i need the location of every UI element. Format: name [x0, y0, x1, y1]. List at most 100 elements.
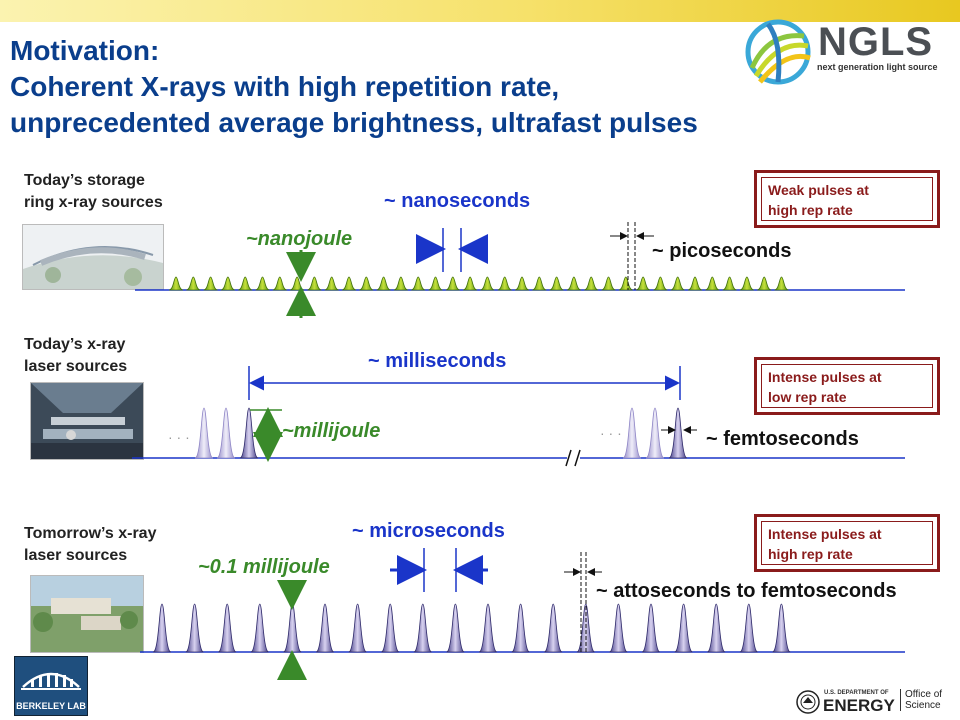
row2-spacing-label: ~ milliseconds [368, 350, 507, 372]
row3-pulse [348, 603, 367, 653]
row1-pulse [566, 276, 582, 291]
row1-pulse [376, 276, 391, 291]
title-line-1: Motivation: [10, 35, 160, 66]
row2-label: Today’s x-ray laser sources [24, 334, 127, 378]
row1-pulse [722, 276, 737, 291]
doe-energy-text: ENERGY [823, 696, 895, 715]
row1-pulse [272, 276, 287, 291]
callout2-line2: low rep rate [768, 389, 847, 405]
row1-pulses [168, 276, 789, 291]
row2-pulses [194, 407, 688, 459]
row3-pulse [446, 603, 465, 653]
row3-pulse [250, 603, 270, 653]
row3-energy-label: ~0.1 millijoule [198, 556, 330, 578]
row1-pulse [705, 276, 720, 291]
row1-pulse [618, 276, 633, 291]
slide-title: Motivation: Coherent X-rays with high re… [10, 33, 770, 141]
row2-duration-label: ~ femtoseconds [706, 428, 859, 450]
row3-pulse [283, 603, 302, 653]
row2-pulse [645, 407, 665, 459]
row1-pulse [168, 276, 184, 291]
berkeley-building-icon [21, 672, 81, 690]
row3-duration-label: ~ attoseconds to femtoseconds [596, 580, 897, 602]
berkeley-lab-name: BERKELEY LAB [16, 701, 86, 711]
row3-pulse [380, 603, 400, 653]
row1-duration-label: ~ picoseconds [652, 240, 792, 262]
row1-label: Today’s storage ring x-ray sources [24, 170, 163, 214]
callout3-line2: high rep rate [768, 546, 853, 562]
doe-office-line1: Office of [905, 689, 943, 700]
row1-pulse [601, 276, 616, 291]
row3-pulse [413, 603, 433, 653]
row1-label-line2: ring x-ray sources [24, 194, 163, 211]
top-gradient-bar [0, 0, 960, 22]
row3-pulse [185, 603, 204, 653]
row1-pulse [635, 276, 651, 291]
row2-label-line2: laser sources [24, 358, 128, 375]
row1-pulse [307, 276, 322, 291]
title-line-2: Coherent X-rays with high repetition rat… [10, 71, 560, 102]
row2-pulse [668, 407, 688, 459]
xray-laser-photo [30, 382, 144, 460]
row1-pulse [497, 276, 512, 291]
row3-pulse [478, 603, 498, 653]
row1-pulse [462, 276, 478, 291]
row3-pulse [152, 603, 172, 653]
logo-subtitle: next generation light source [817, 62, 938, 72]
row2-pulse [216, 407, 236, 459]
row1-pulse [687, 276, 703, 291]
callout-weak-pulses-text: Weak pulses at high rep rate [761, 177, 933, 221]
row3-pulse [315, 603, 335, 653]
row1-pulse [445, 276, 460, 291]
row1-pulse [428, 276, 443, 291]
row1-label-line1: Today’s storage [24, 172, 145, 189]
row1-pulse [532, 276, 547, 291]
row1-pulse [670, 276, 685, 291]
storage-ring-photo [22, 224, 164, 290]
row1-pulse [203, 276, 218, 291]
callout1-line2: high rep rate [768, 202, 853, 218]
callout2-line1: Intense pulses at [768, 369, 882, 385]
callout-intense-high-rep: Intense pulses at high rep rate [754, 514, 940, 572]
row1-pulse [757, 276, 772, 291]
row3-pulses [152, 603, 791, 653]
ngls-logo-icon [745, 19, 811, 85]
row1-pulse [584, 276, 599, 291]
callout-intense-low-rep-text: Intense pulses at low rep rate [761, 364, 933, 408]
row2-pulse [194, 407, 214, 459]
row1-pulse [341, 276, 357, 291]
row1-pulse [411, 276, 426, 291]
row3-label-line2: laser sources [24, 547, 128, 564]
row3-pulse [511, 603, 530, 653]
callout3-line1: Intense pulses at [768, 526, 882, 542]
row1-pulse [514, 276, 530, 291]
logo-wordmark: NGLS [818, 20, 934, 64]
row2-label-line1: Today’s x-ray [24, 336, 126, 353]
row3-pulse [739, 603, 759, 653]
row1-spacing-label: ~ nanoseconds [384, 190, 531, 212]
row3-pulse [543, 603, 563, 653]
row1-pulse [289, 276, 305, 291]
doe-office-line2: Science [905, 700, 941, 711]
row2-energy-label: ~millijoule [282, 420, 381, 442]
row3-pulse [674, 603, 693, 653]
row1-pulse [480, 276, 495, 291]
row1-pulse [393, 276, 409, 291]
row1-pulse [324, 276, 339, 291]
row1-energy-label: ~nanojoule [246, 228, 353, 250]
row2-pulse [239, 407, 259, 459]
row3-pulse [772, 603, 791, 653]
row3-spacing-label: ~ microseconds [352, 520, 505, 542]
row1-pulse [220, 276, 236, 291]
row1-pulse [186, 276, 201, 291]
row1-pulse [653, 276, 668, 291]
callout-intense-high-rep-text: Intense pulses at high rep rate [761, 521, 933, 565]
row3-label-line1: Tomorrow’s x-ray [24, 525, 157, 542]
row1-pulse [359, 276, 374, 291]
doe-seal-icon [796, 690, 820, 714]
row3-pulse [706, 603, 726, 653]
row2-ellipsis-left: · · · [168, 429, 190, 445]
row2-axis-break-1 [565, 449, 572, 467]
row1-pulse [238, 276, 253, 291]
